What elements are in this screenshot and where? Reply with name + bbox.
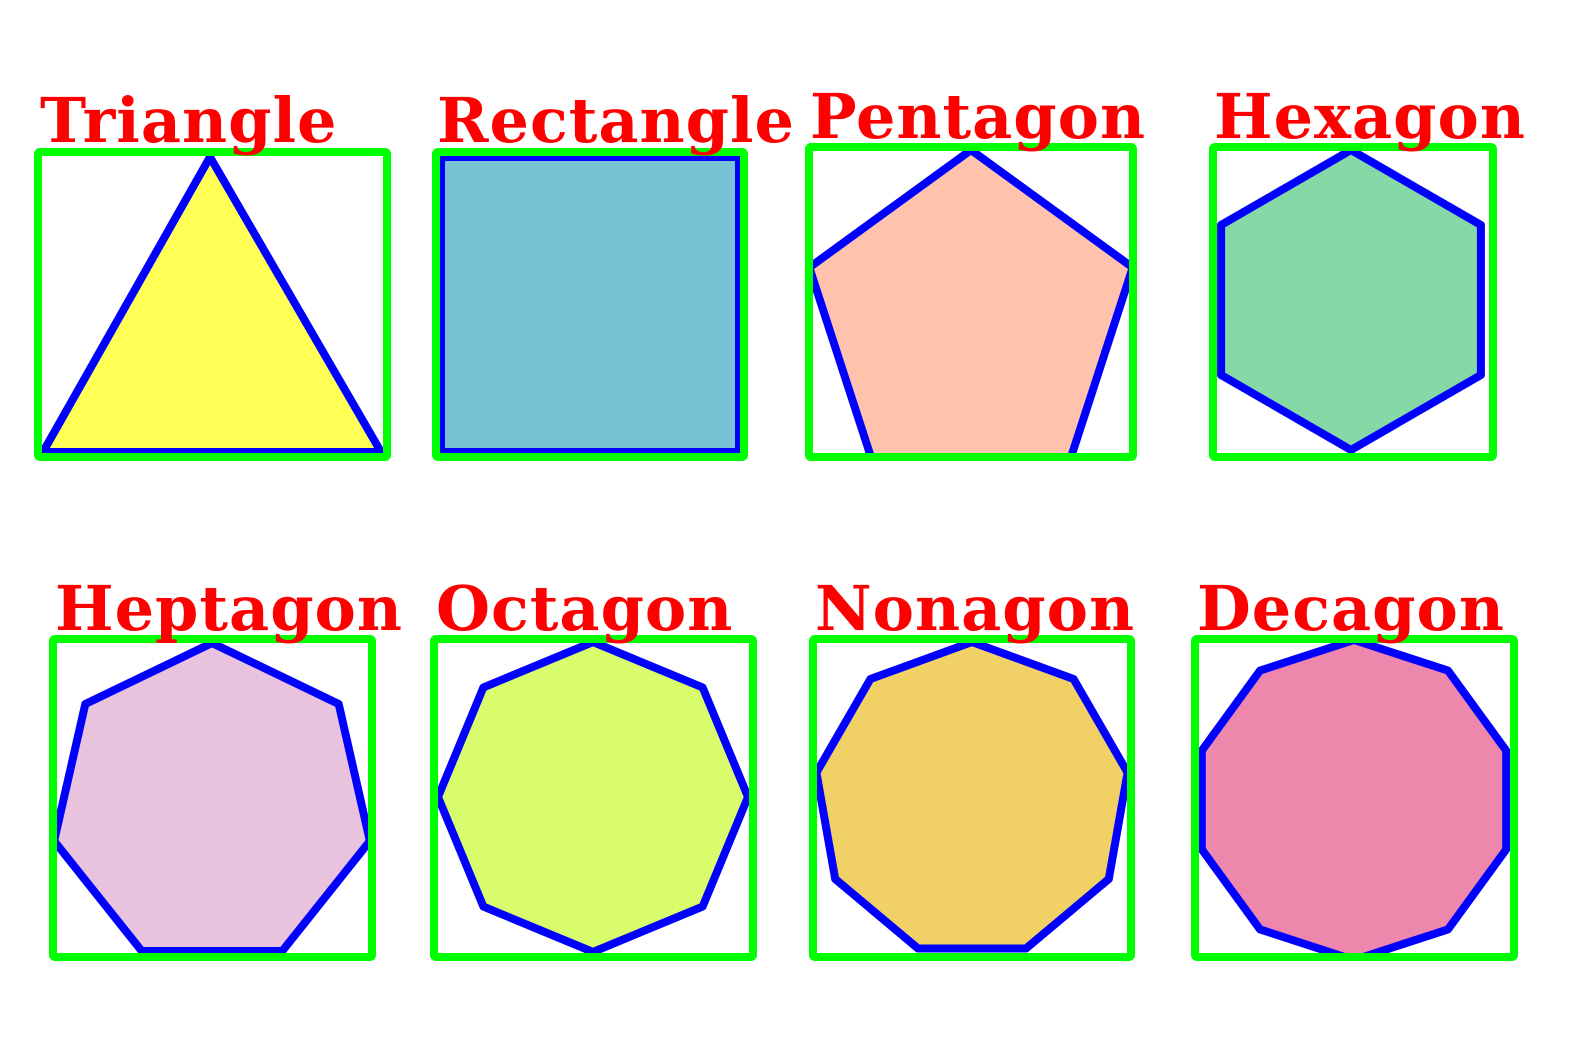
heptagon-icon	[53, 639, 372, 955]
bounding-box	[432, 148, 748, 461]
shape-label: Triangle	[40, 84, 337, 157]
shape-label: Decagon	[1197, 572, 1505, 645]
hexagon-icon	[1217, 147, 1485, 454]
shape-label: Nonagon	[815, 572, 1135, 645]
decagon-icon	[1197, 639, 1511, 957]
shape-cell-hexagon: Hexagon	[1209, 80, 1526, 461]
bounding-box	[430, 635, 757, 961]
shape-cell-pentagon: Pentagon	[805, 80, 1146, 461]
bounding-box	[49, 635, 376, 961]
shape-cell-triangle: Triangle	[34, 84, 391, 461]
octagon-icon	[434, 639, 752, 956]
shape-label: Pentagon	[810, 80, 1146, 153]
bounding-box	[1209, 143, 1497, 461]
shape-cell-rectangle: Rectangle	[432, 84, 795, 461]
rectangle-icon	[437, 153, 743, 456]
bounding-box	[809, 635, 1135, 961]
shape-label: Hexagon	[1214, 80, 1526, 153]
bounding-box	[1191, 635, 1518, 961]
shape-cell-heptagon: Heptagon	[49, 572, 403, 961]
pentagon-icon	[809, 147, 1133, 457]
shape-cell-nonagon: Nonagon	[809, 572, 1135, 961]
shape-cell-octagon: Octagon	[430, 572, 757, 961]
shape-label: Octagon	[436, 572, 733, 645]
bounding-box	[805, 143, 1137, 461]
triangle-icon	[39, 153, 385, 456]
shape-label: Rectangle	[437, 84, 795, 157]
nonagon-icon	[813, 639, 1131, 953]
shape-cell-decagon: Decagon	[1191, 572, 1518, 961]
bounding-box	[34, 148, 391, 461]
shape-label: Heptagon	[55, 572, 403, 645]
